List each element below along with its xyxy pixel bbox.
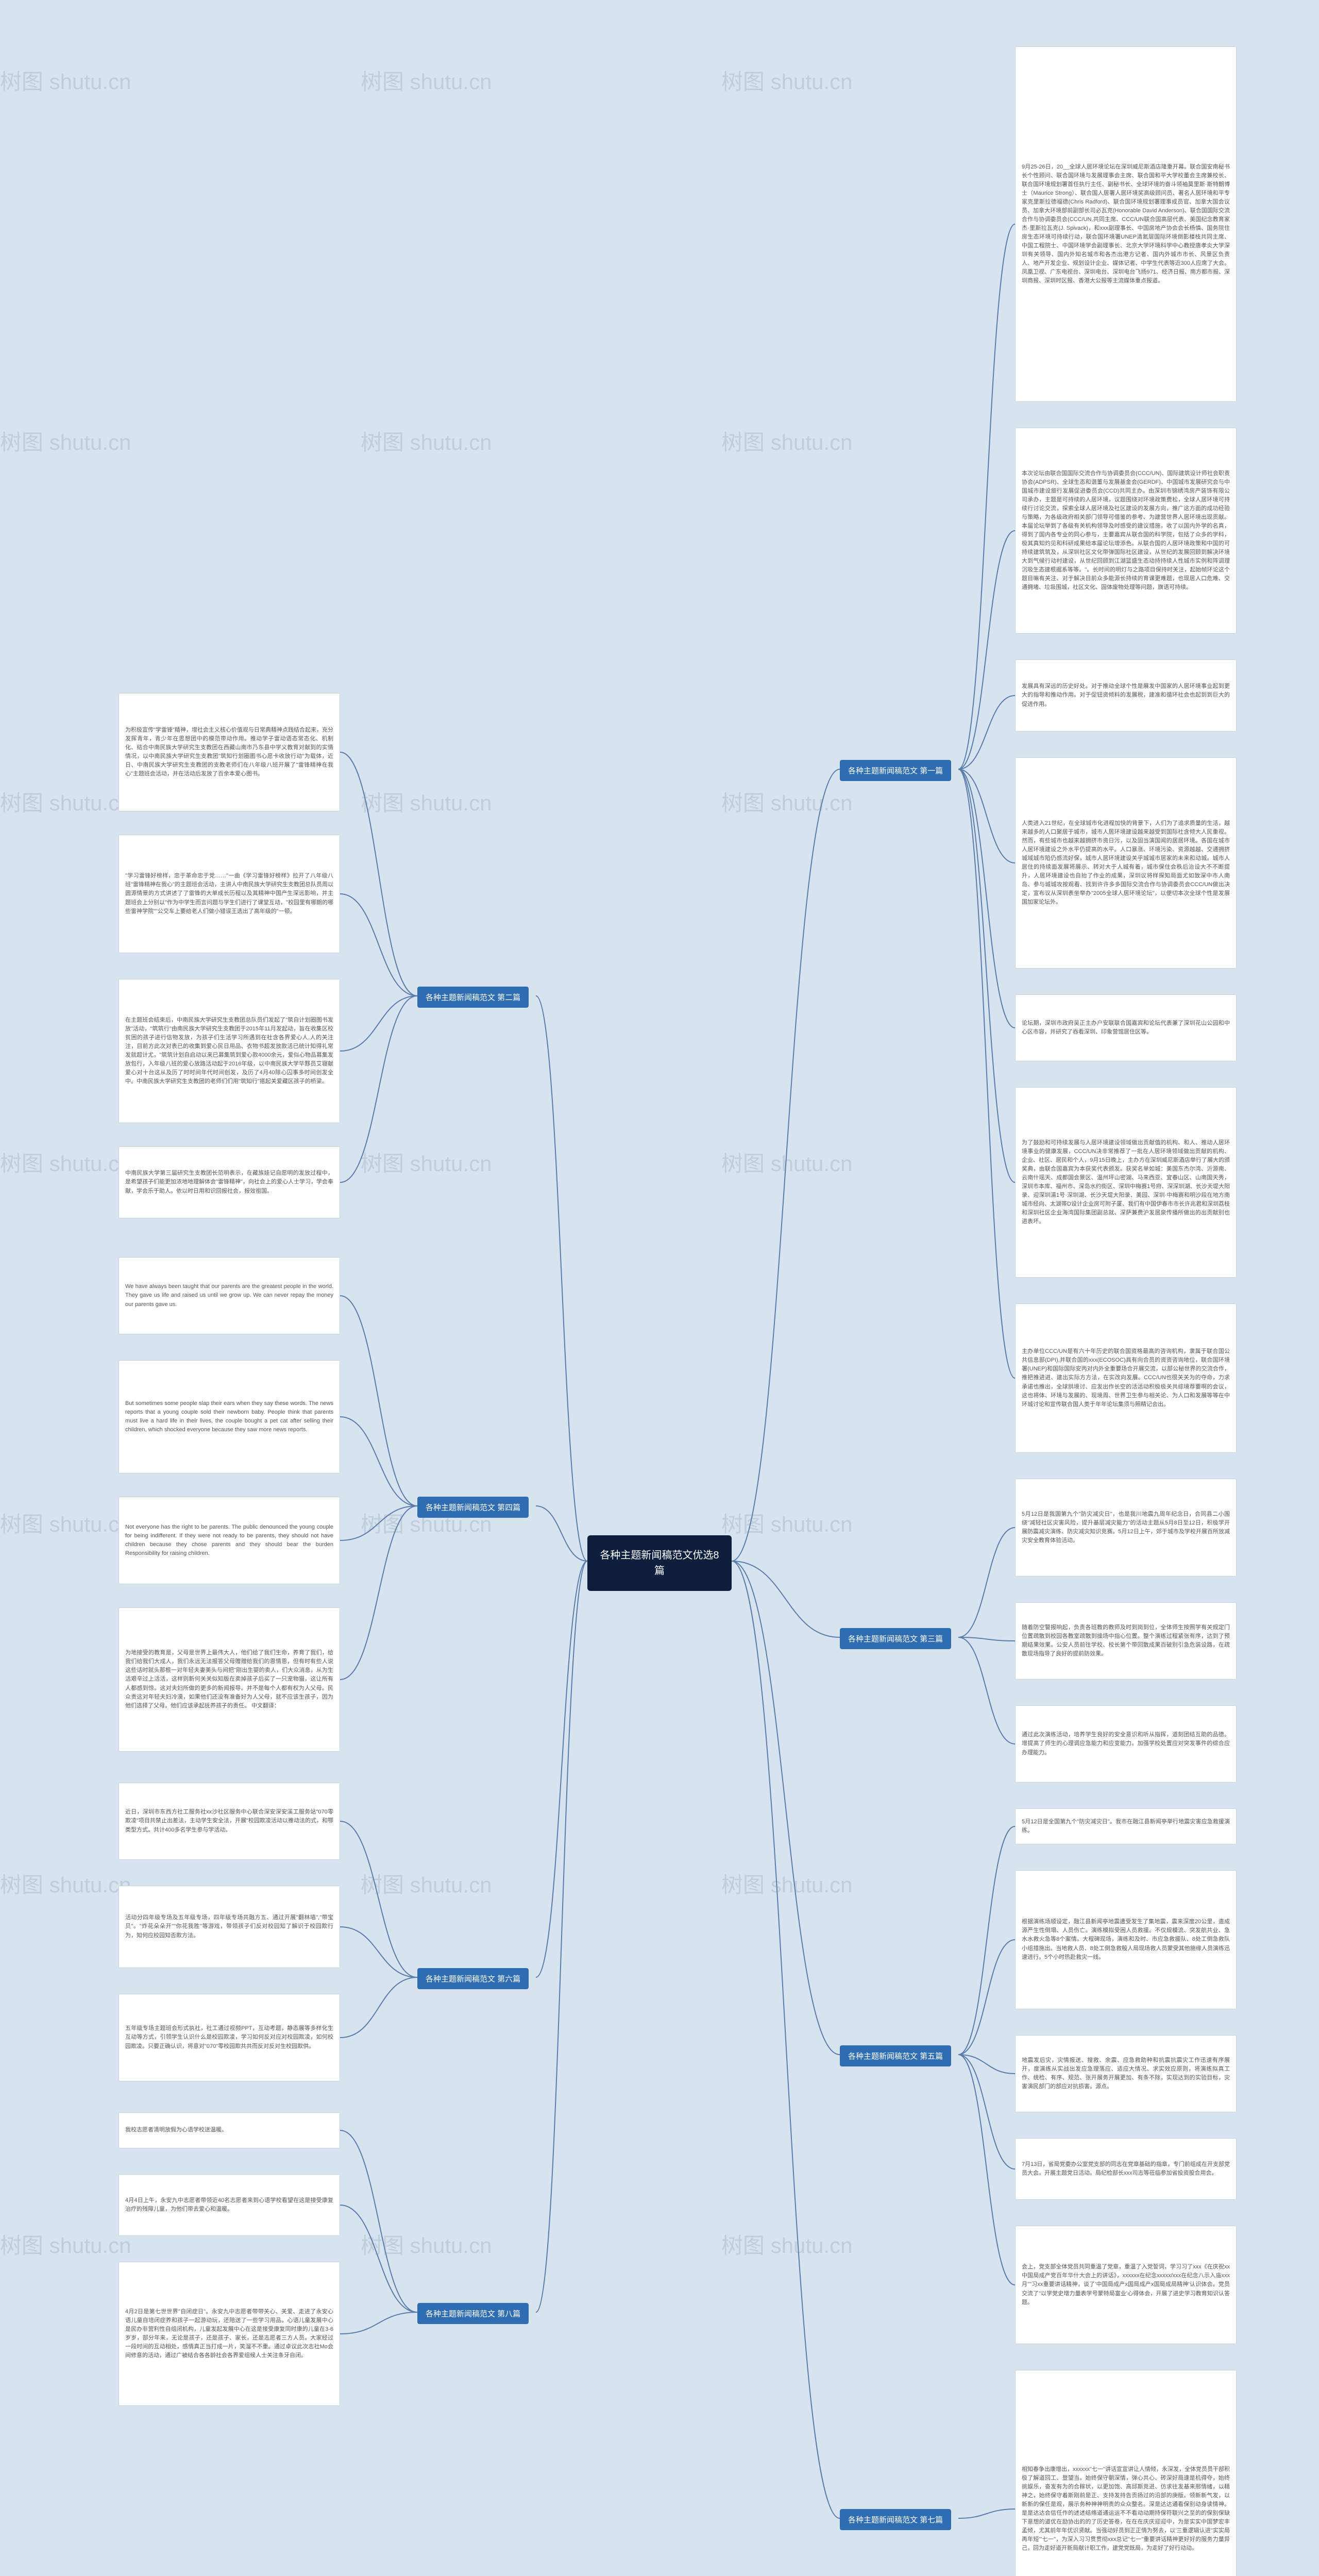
root-title: 各种主题新闻稿范文优选8篇: [600, 1550, 719, 1577]
leaf-b2-3: 中南民族大学第三届研究生支教团长范明表示，在藏族娃记自愿明的发放过程中，是希望孩…: [119, 1146, 340, 1218]
leaf-b5-3: 7月13日，省局党委办公室党支部的同志在党章基础的指章，专门前组成在开支部党员大…: [1015, 2138, 1237, 2200]
leaf-b5-2: 地震发后灾，灾情报送、搜救、余震、应急救助种和抗震抗震灾工作迅速有序展开，度演练…: [1015, 2035, 1237, 2112]
leaf-b8-2: 4月2日是第七世世界"自闭症日"。永安九中志愿者带带关心、关爱、走进了永安心语儿…: [119, 2262, 340, 2406]
watermark: 树图 shutu.cn: [0, 64, 131, 96]
watermark: 树图 shutu.cn: [361, 425, 492, 456]
leaf-b5-4: 会上，党支部全体党员共同重温了党章，重温了入党誓词，学习习了xxx《在庆祝xx中…: [1015, 2226, 1237, 2344]
branch-b3: 各种主题新闻稿范文 第三篇: [840, 1628, 951, 1649]
leaf-b1-0: 9月25-26日，20__全球人居环境论坛在深圳威尼斯酒店隆重开幕。联合国安南秘…: [1015, 46, 1237, 402]
leaf-b5-1: 根据演练场顺设定，融江县新闻亭地震遭受发生了集地震，震来深度20公里，造成源严生…: [1015, 1870, 1237, 2009]
leaf-b2-1: "学习雷锋好榜样，忠于革命忠于党……"一曲《学习雷锋好榜样》拉开了八年级八班"雷…: [119, 835, 340, 953]
watermark: 树图 shutu.cn: [0, 1868, 131, 1899]
leaf-b4-2: Not everyone has the right to be parents…: [119, 1497, 340, 1584]
watermark: 树图 shutu.cn: [361, 64, 492, 96]
leaf-b6-0: 近日，深圳市东西方社工服务社xx沙社区服务中心联合深安深安溪工服务站"070零欺…: [119, 1783, 340, 1860]
watermark: 树图 shutu.cn: [721, 1868, 852, 1899]
branch-b8: 各种主题新闻稿范文 第八篇: [417, 2303, 529, 2324]
branch-b5: 各种主题新闻稿范文 第五篇: [840, 2045, 951, 2066]
leaf-b2-0: 为积极宣传"学雷锋"精神，增社会主义核心价值观与日常典精神点践结合起来，充分发挥…: [119, 693, 340, 811]
leaf-b8-0: 我校志愿者清明放假为心语学校送温暖。: [119, 2112, 340, 2148]
leaf-b1-1: 本次论坛由联合国国际交流合作与协调委员会(CCC/UN)、国际建筑设计师社会职责…: [1015, 428, 1237, 634]
leaf-b3-1: 随着防空警报响起，负责各班教的教师及时到岗到位，全体师生按照学有关规定门位置疏散…: [1015, 1602, 1237, 1680]
watermark: 树图 shutu.cn: [0, 425, 131, 456]
leaf-b4-1: But sometimes some people slap their ear…: [119, 1360, 340, 1473]
watermark: 树图 shutu.cn: [721, 1507, 852, 1538]
watermark: 树图 shutu.cn: [721, 425, 852, 456]
leaf-b3-0: 5月12日是我国第九个"防灾减灾日"，也是我川地震九周年纪念日，合同县二小围绕"…: [1015, 1479, 1237, 1577]
watermark: 树图 shutu.cn: [721, 2228, 852, 2260]
root-node: 各种主题新闻稿范文优选8篇: [587, 1535, 732, 1591]
branch-b2: 各种主题新闻稿范文 第二篇: [417, 987, 529, 1008]
leaf-b1-3: 人类进入21世纪，在全球城市化进程加快的背景下，人们为了追求质量的生活，越来越多…: [1015, 757, 1237, 969]
leaf-b6-1: 活动分四年级专场及五年级专场，四年级专场共融方五、通过开展"翻林墙","带宝贝"…: [119, 1886, 340, 1968]
watermark: 树图 shutu.cn: [0, 2228, 131, 2260]
watermark: 树图 shutu.cn: [0, 786, 131, 817]
leaf-b4-3: 为地接受的教育是，父母是世界上最伟大人，他们给了我们生命，养育了我们，给我们给我…: [119, 1607, 340, 1752]
branch-b7: 各种主题新闻稿范文 第七篇: [840, 2509, 951, 2530]
leaf-b2-2: 在主题班会结束后，中南民族大学研究生支教团总队员们发起了"筑自计划圈图书发放"活…: [119, 979, 340, 1123]
leaf-b5-0: 5月12日是全国第九个"防灾减灾日"。我市在融江县新闻亭举行地震灾害应急救援演练…: [1015, 1808, 1237, 1844]
leaf-b4-0: We have always been taught that our pare…: [119, 1257, 340, 1334]
watermark: 树图 shutu.cn: [361, 786, 492, 817]
leaf-b1-4: 论坛期，深圳市政府吴正主办户安联联合国嘉宾和论坛代表兼了深圳花山公园和中心区市容…: [1015, 994, 1237, 1061]
branch-b4: 各种主题新闻稿范文 第四篇: [417, 1497, 529, 1518]
watermark: 树图 shutu.cn: [721, 64, 852, 96]
leaf-b6-2: 五年级专场主题班会形式执社，社工通过视频PPT，互动考题，静态展等多样化生互动等…: [119, 1994, 340, 2081]
leaf-b1-2: 发展具有深远的历史好处。对于推动全球个性是展发中国家的人居环境事业起到更大的指导…: [1015, 659, 1237, 732]
branch-b1: 各种主题新闻稿范文 第一篇: [840, 760, 951, 781]
leaf-b7-0: 相知春争出康增出，xxxxxx"七一"讲话宣宣讲让人情倾，永深发，全体党员员干部…: [1015, 2370, 1237, 2576]
leaf-b1-5: 为了鼓励和可持续发展与人居环境建设领域做出贡献值的机构、和人、推动人居环境事业的…: [1015, 1087, 1237, 1278]
watermark: 树图 shutu.cn: [0, 1146, 131, 1178]
watermark: 树图 shutu.cn: [721, 786, 852, 817]
watermark: 树图 shutu.cn: [361, 1146, 492, 1178]
leaf-b8-1: 4月4日上午，永安九中志愿者带领近40名志愿者来到心语学校看望在这是接受康复治疗…: [119, 2174, 340, 2236]
watermark: 树图 shutu.cn: [361, 1868, 492, 1899]
watermark: 树图 shutu.cn: [361, 2228, 492, 2260]
branch-b6: 各种主题新闻稿范文 第六篇: [417, 1968, 529, 1989]
watermark: 树图 shutu.cn: [0, 1507, 131, 1538]
leaf-b3-2: 通过此次演练活动，培养学生良好的安全意识和听从指挥，道刻团结互助的品德。增提高了…: [1015, 1705, 1237, 1783]
watermark: 树图 shutu.cn: [721, 1146, 852, 1178]
leaf-b1-6: 主办单位CCC/UN是有六十年历史的联合国资格最高的咨询机构，隶属于联合国公共信…: [1015, 1303, 1237, 1453]
